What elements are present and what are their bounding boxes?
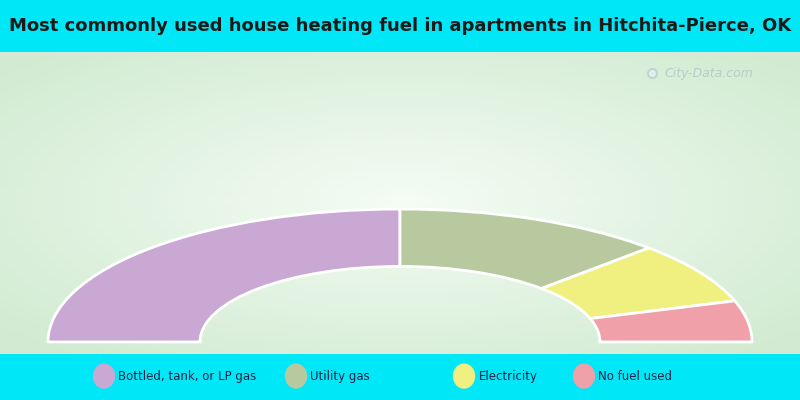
Text: Bottled, tank, or LP gas: Bottled, tank, or LP gas (118, 370, 257, 382)
Wedge shape (400, 209, 649, 288)
Text: City-Data.com: City-Data.com (664, 67, 753, 80)
Text: Electricity: Electricity (478, 370, 538, 382)
Wedge shape (48, 209, 400, 342)
Ellipse shape (93, 364, 115, 389)
Text: No fuel used: No fuel used (598, 370, 672, 382)
Ellipse shape (285, 364, 307, 389)
Text: Utility gas: Utility gas (310, 370, 370, 382)
Ellipse shape (453, 364, 475, 389)
Wedge shape (590, 301, 752, 342)
Wedge shape (542, 248, 734, 318)
Text: Most commonly used house heating fuel in apartments in Hitchita-Pierce, OK: Most commonly used house heating fuel in… (9, 17, 791, 35)
Ellipse shape (573, 364, 595, 389)
